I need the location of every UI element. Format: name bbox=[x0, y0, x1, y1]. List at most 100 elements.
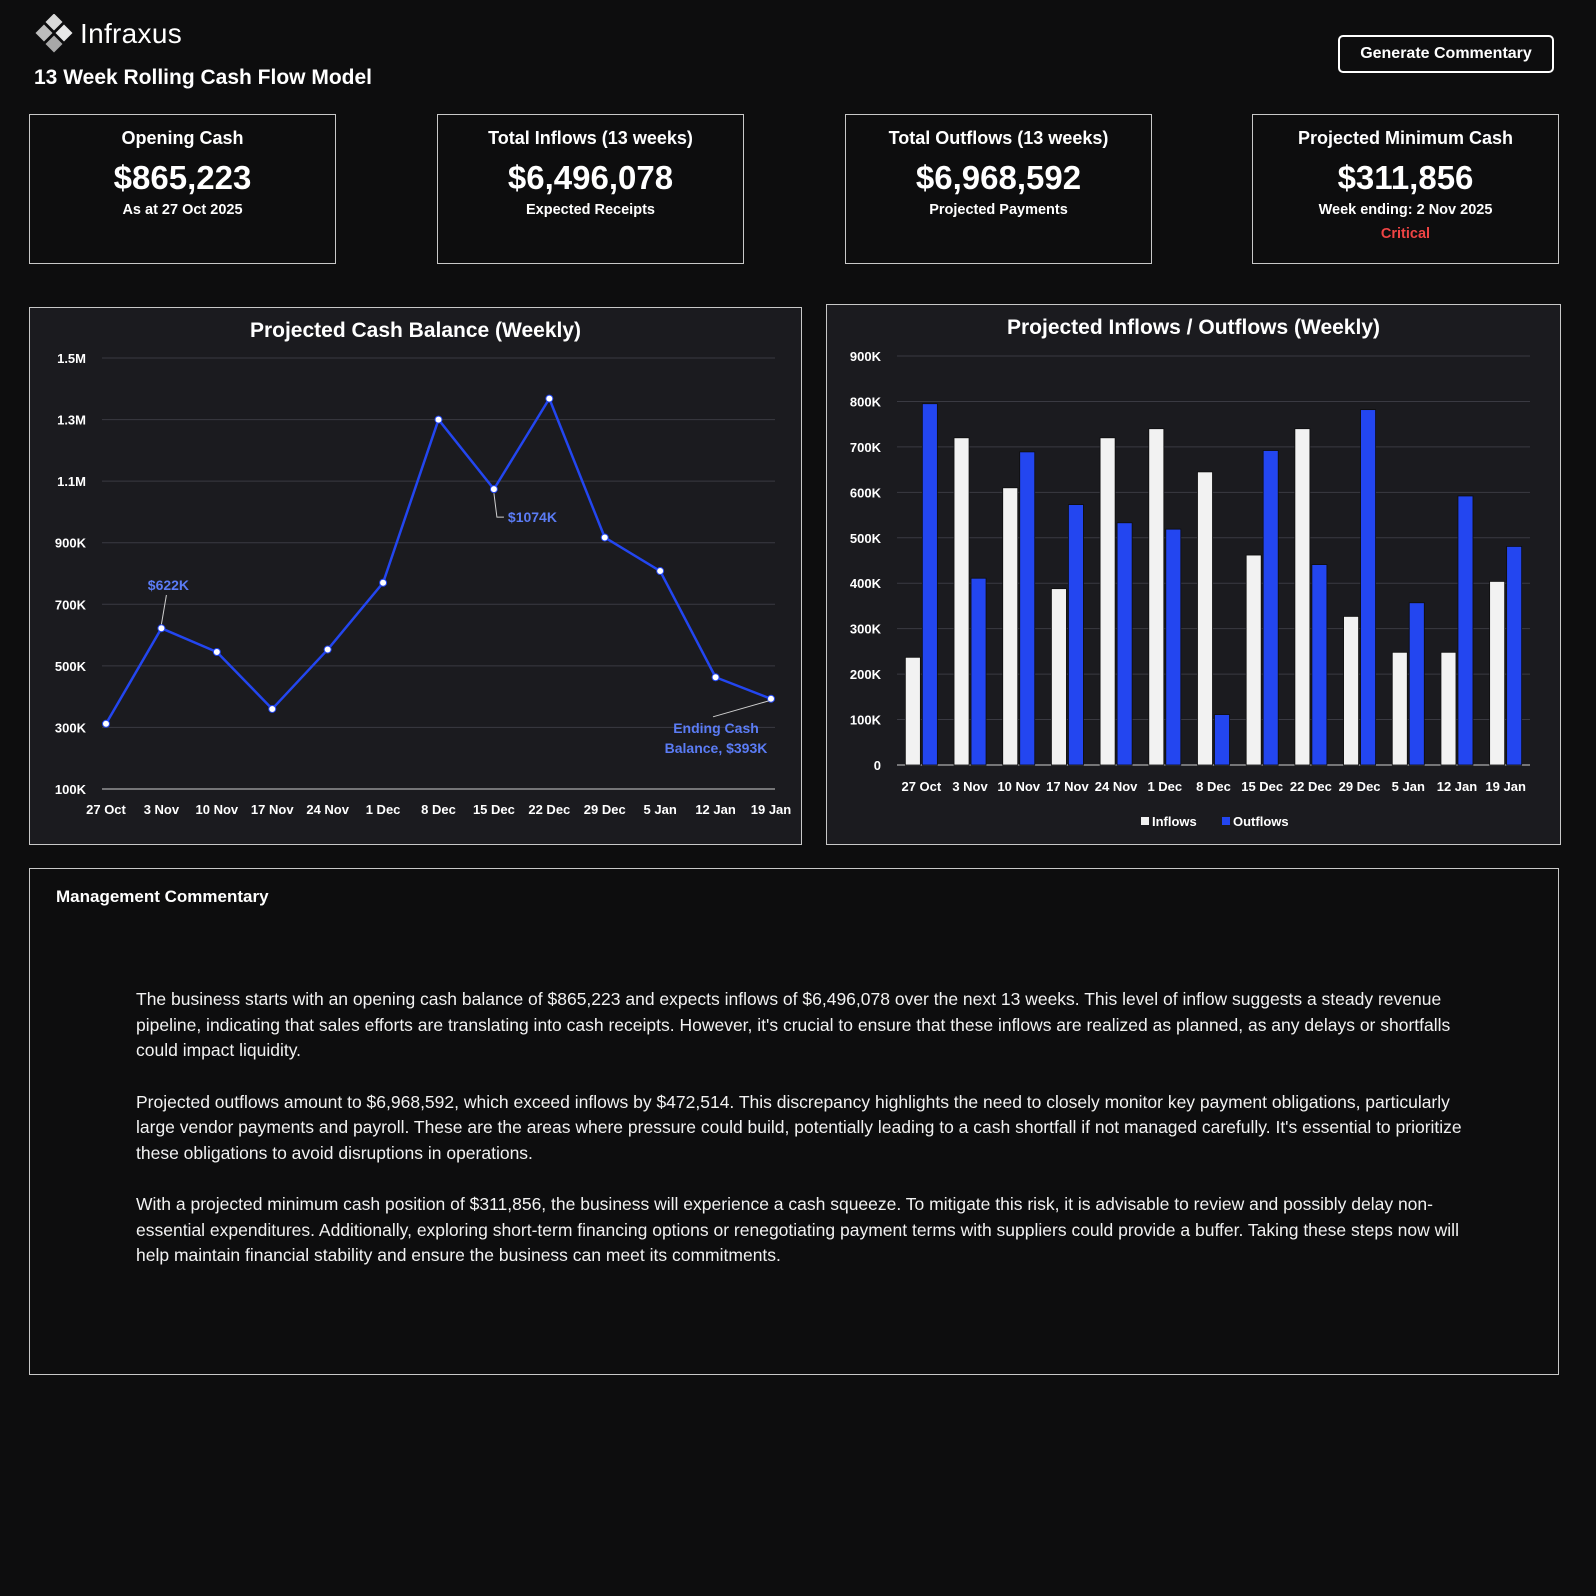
x-tick-label: 5 Jan bbox=[1392, 779, 1425, 794]
data-point bbox=[268, 704, 277, 713]
data-point bbox=[323, 645, 332, 654]
y-tick-label: 1.3M bbox=[57, 413, 86, 428]
cash-balance-line-chart: 100K 300K 500K 700K 900K 1.1M 1.3M 1.5M 27 Oct 3 … bbox=[55, 351, 792, 817]
kpi-value: $865,223 bbox=[113, 159, 252, 196]
inflow-bar bbox=[904, 656, 921, 766]
commentary-paragraph: With a projected minimum cash position o… bbox=[136, 1194, 1459, 1265]
data-label: $1074K bbox=[508, 509, 557, 525]
y-tick-label: 1.1M bbox=[57, 474, 86, 489]
outflow-bar bbox=[921, 403, 938, 766]
kpi-card-opening-cash: Opening Cash $865,223 As at 27 Oct 2025 bbox=[29, 114, 336, 264]
x-tick-label: 3 Nov bbox=[952, 779, 988, 794]
kpi-label: Opening Cash bbox=[121, 128, 244, 148]
annotation-leader bbox=[493, 493, 504, 518]
generate-commentary-button[interactable]: Generate Commentary bbox=[1338, 35, 1554, 73]
outflow-bar bbox=[1019, 451, 1036, 766]
y-tick-label: 700K bbox=[850, 440, 882, 455]
x-tick-label: 1 Dec bbox=[366, 802, 401, 817]
commentary-paragraph: The business starts with an opening cash… bbox=[136, 989, 1451, 1060]
chart-title: Projected Cash Balance (Weekly) bbox=[249, 319, 582, 342]
outflow-bar bbox=[1311, 564, 1328, 766]
legend-label: Outflows bbox=[1233, 814, 1289, 829]
y-tick-label: 1.5M bbox=[57, 351, 86, 366]
status-badge-critical: Critical bbox=[1380, 226, 1431, 242]
outflow-bar bbox=[970, 577, 987, 766]
commentary-paragraph: Projected outflows amount to $6,968,592,… bbox=[136, 1091, 1462, 1163]
outflow-bar bbox=[1262, 450, 1279, 766]
y-tick-label: 600K bbox=[850, 485, 882, 500]
x-tick-label: 29 Dec bbox=[584, 802, 626, 817]
inflow-bar bbox=[1099, 437, 1116, 766]
y-tick-label: 400K bbox=[850, 576, 882, 591]
kpi-subtext: As at 27 Oct 2025 bbox=[122, 202, 243, 218]
cash-balance-chart-panel: Projected Cash Balance (Weekly) 100K 300K… bbox=[29, 307, 802, 845]
x-tick-label: 12 Jan bbox=[1437, 779, 1478, 794]
kpi-value: $6,968,592 bbox=[915, 159, 1082, 196]
inflow-bar bbox=[1002, 487, 1019, 766]
x-tick-label: 19 Jan bbox=[751, 802, 792, 817]
x-tick-label: 24 Nov bbox=[1095, 779, 1138, 794]
outflow-bar bbox=[1506, 546, 1523, 766]
inflow-bar bbox=[1440, 651, 1457, 766]
x-tick-label: 17 Nov bbox=[1046, 779, 1089, 794]
outflow-bar bbox=[1408, 602, 1425, 766]
data-point bbox=[434, 415, 443, 424]
y-tick-label: 300K bbox=[850, 622, 882, 637]
x-tick-label: 24 Nov bbox=[306, 802, 349, 817]
data-point bbox=[379, 578, 388, 587]
x-tick-label: 27 Oct bbox=[901, 779, 941, 794]
inflows-outflows-bar-chart: 0 100K 200K 300K 400K 500K 600K 700K 800K 900K 27 … bbox=[850, 349, 1530, 829]
y-tick-label: 700K bbox=[55, 597, 87, 612]
inflow-bar bbox=[953, 437, 970, 766]
data-point bbox=[102, 719, 110, 728]
data-point bbox=[545, 394, 554, 403]
y-tick-label: 100K bbox=[55, 782, 87, 797]
x-tick-label: 10 Nov bbox=[196, 802, 239, 817]
legend-swatch-inflows bbox=[1141, 817, 1149, 825]
inflow-bar bbox=[1197, 471, 1213, 766]
data-point bbox=[489, 485, 498, 494]
outflow-bar bbox=[1165, 528, 1182, 766]
data-label: Ending Cash bbox=[673, 720, 759, 736]
x-tick-label: 10 Nov bbox=[997, 779, 1040, 794]
inflow-bar bbox=[1343, 615, 1359, 766]
kpi-value: $311,856 bbox=[1337, 159, 1474, 196]
y-tick-label: 500K bbox=[55, 659, 87, 674]
inflow-bar bbox=[1489, 581, 1506, 766]
x-tick-label: 15 Dec bbox=[473, 802, 515, 817]
data-point bbox=[212, 648, 221, 657]
legend-label: Inflows bbox=[1152, 814, 1197, 829]
kpi-subtext: Week ending: 2 Nov 2025 bbox=[1318, 202, 1493, 218]
inflow-bar bbox=[1391, 651, 1408, 766]
inflow-bar bbox=[1051, 588, 1067, 766]
chart-title: Projected Inflows / Outflows (Weekly) bbox=[1006, 316, 1380, 339]
commentary-body: The business starts with an opening cash… bbox=[136, 987, 1486, 1295]
y-tick-label: 200K bbox=[850, 667, 882, 682]
cash-balance-series-line bbox=[104, 397, 772, 725]
kpi-label: Total Outflows (13 weeks) bbox=[888, 128, 1109, 148]
x-tick-label: 3 Nov bbox=[144, 802, 180, 817]
kpi-label: Projected Minimum Cash bbox=[1297, 128, 1514, 148]
y-tick-label: 0 bbox=[874, 758, 881, 773]
kpi-card-total-outflows: Total Outflows (13 weeks) $6,968,592 Pro… bbox=[845, 114, 1152, 264]
commentary-heading: Management Commentary bbox=[56, 887, 269, 906]
data-point bbox=[711, 673, 720, 682]
outflow-bar bbox=[1457, 495, 1474, 766]
inflows-outflows-chart-panel: Projected Inflows / Outflows (Weekly) 0 1… bbox=[826, 304, 1561, 845]
x-tick-label: 29 Dec bbox=[1339, 779, 1381, 794]
page-title: 13 Week Rolling Cash Flow Model bbox=[34, 66, 372, 89]
outflow-bar bbox=[1116, 522, 1133, 766]
data-point bbox=[767, 694, 775, 703]
management-commentary-panel: Management Commentary The business start… bbox=[29, 868, 1559, 1375]
y-tick-label: 100K bbox=[850, 713, 882, 728]
y-tick-label: 500K bbox=[850, 531, 882, 546]
kpi-label: Total Inflows (13 weeks) bbox=[488, 128, 693, 148]
x-tick-label: 22 Dec bbox=[528, 802, 570, 817]
x-tick-label: 27 Oct bbox=[86, 802, 126, 817]
x-tick-label: 8 Dec bbox=[421, 802, 456, 817]
data-point bbox=[157, 624, 166, 633]
data-label: $622K bbox=[148, 577, 189, 593]
outflow-bar bbox=[1360, 409, 1376, 766]
annotation-leader bbox=[160, 594, 167, 625]
kpi-subtext: Expected Receipts bbox=[526, 202, 655, 218]
